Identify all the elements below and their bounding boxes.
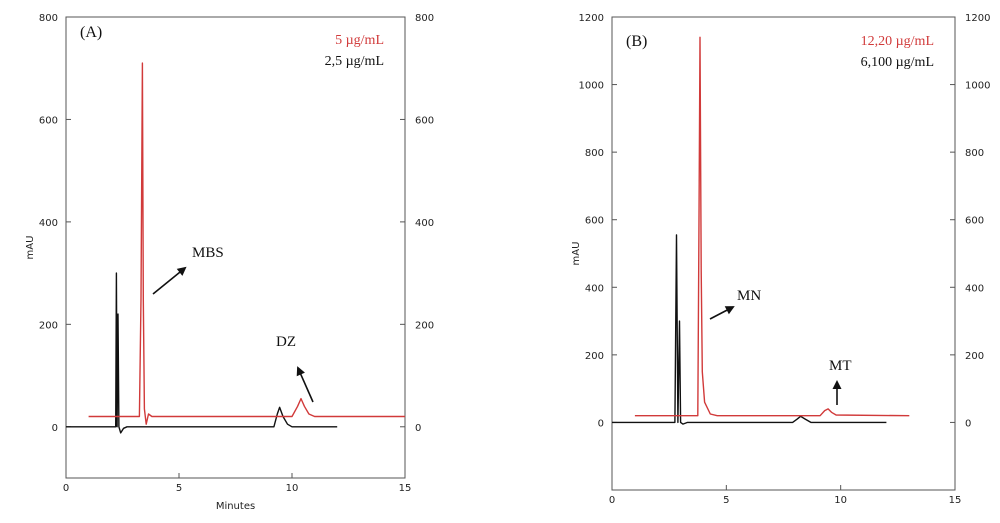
y-tick-label: 800 (39, 13, 58, 24)
panel-1: 0 5 10 15 0 0 200 200 400 400 600 600 800 800 1000 1000… (571, 13, 990, 506)
x-tick-label: 15 (399, 483, 412, 494)
plot-frame (611, 16, 956, 491)
y-tick-label-right: 600 (965, 216, 984, 227)
arrowhead (176, 266, 187, 276)
y-tick-label-right: 600 (415, 115, 434, 126)
y-tick-label: 0 (52, 423, 58, 434)
peak-annotation: MBS (192, 245, 224, 261)
y-tick-label: 800 (585, 148, 604, 159)
y-tick-label: 1200 (579, 13, 604, 24)
x-tick-label: 10 (834, 495, 847, 506)
series-line-1 (612, 234, 887, 425)
legend-entry: 6,100 µg/mL (861, 55, 934, 70)
y-tick-label: 0 (598, 418, 604, 429)
y-axis-label: mAU (25, 236, 36, 260)
y-tick-label-right: 800 (415, 13, 434, 24)
panel-label: (B) (626, 33, 647, 50)
y-tick-label: 200 (39, 320, 58, 331)
x-tick-label: 0 (609, 495, 615, 506)
peak-annotation: DZ (276, 334, 296, 350)
series-line-0 (88, 62, 405, 425)
plot-frame (65, 16, 406, 479)
legend-entry: 5 µg/mL (335, 33, 384, 48)
y-tick-label: 600 (585, 216, 604, 227)
y-axis-label: mAU (571, 242, 582, 266)
y-tick-label: 200 (585, 351, 604, 362)
arrowhead (296, 366, 305, 377)
peak-annotation: MT (829, 358, 852, 374)
panel-0: 0 5 10 15 0 0 200 200 400 400 600 600 800 800 Minutes m… (25, 13, 434, 512)
y-tick-label-right: 800 (965, 148, 984, 159)
y-tick-label: 1000 (579, 81, 604, 92)
y-tick-label-right: 400 (415, 218, 434, 229)
y-tick-label-right: 200 (965, 351, 984, 362)
y-tick-label-right: 200 (415, 320, 434, 331)
peak-annotation: MN (737, 288, 761, 304)
y-tick-label: 400 (39, 218, 58, 229)
y-tick-label: 400 (585, 283, 604, 294)
panel-label: (A) (80, 24, 102, 41)
y-tick-label-right: 0 (415, 423, 421, 434)
legend-entry: 2,5 µg/mL (325, 54, 384, 69)
arrowhead (832, 380, 842, 389)
arrowhead (724, 306, 735, 315)
x-tick-label: 5 (723, 495, 729, 506)
y-tick-label-right: 0 (965, 418, 971, 429)
series-line-0 (634, 36, 910, 417)
y-tick-label-right: 1000 (965, 81, 990, 92)
series-line-1 (66, 272, 338, 434)
x-axis-label: Minutes (216, 501, 255, 512)
x-tick-label: 10 (286, 483, 299, 494)
x-tick-label: 5 (176, 483, 182, 494)
y-tick-label-right: 400 (965, 283, 984, 294)
y-tick-label-right: 1200 (965, 13, 990, 24)
x-tick-label: 15 (949, 495, 962, 506)
x-tick-label: 0 (63, 483, 69, 494)
y-tick-label: 600 (39, 115, 58, 126)
legend-entry: 12,20 µg/mL (861, 34, 934, 49)
